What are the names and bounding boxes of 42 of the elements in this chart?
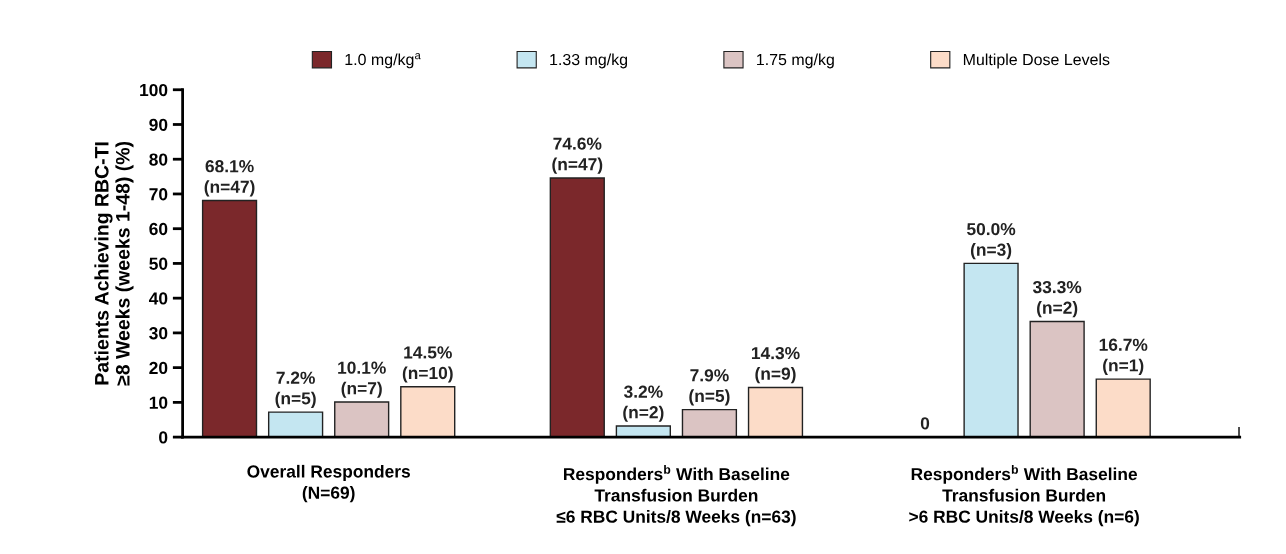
bar: [681, 408, 738, 438]
x-tick-label: Overall Responders (N=69): [247, 464, 410, 503]
data-label: 16.7% (n=1): [1099, 338, 1148, 375]
data-label: 14.5% (n=10): [402, 346, 453, 383]
data-label: 50.0% (n=3): [967, 222, 1016, 260]
bar: [1029, 320, 1085, 438]
y-tick-label: 50: [149, 257, 168, 270]
bar: [334, 401, 390, 438]
legend-label: 1.0 mg/kg$^{a}$: [345, 53, 421, 69]
y-tick-label: 40: [148, 292, 168, 305]
data-label: 33.3% (n=2): [1032, 280, 1082, 318]
data-label: 7.2% (n=5): [275, 371, 316, 408]
legend-label: 1.33 mg/kg: [550, 53, 628, 69]
y-tick-label: 30: [149, 327, 168, 340]
y-tick-label: 90: [149, 118, 168, 131]
y-tick-label: 70: [149, 188, 168, 201]
bar: [615, 425, 671, 438]
data-label: 0: [920, 417, 930, 430]
y-tick-label: 20: [149, 361, 168, 375]
bar: [963, 262, 1019, 438]
y-tick-label: 0: [159, 431, 168, 444]
data-label: 14.3% (n=9): [751, 346, 800, 384]
y-axis-title: Patients Achieving RBC-TI ≥8 Weeks (weeks 1-48) (%): [94, 141, 134, 386]
bar: [747, 386, 804, 438]
y-tick-label: 80: [149, 153, 168, 166]
x-tick-label: Responders$^{b}$ With Baseline Transfusion Burden >6 RBC Units/8 Weeks (n=6): [909, 464, 1139, 527]
x-tick-label: Responders$^{b}$ With Baseline Transfusion Burden ≤6 RBC Units/8 Weeks (n=63): [556, 464, 796, 527]
legend-label: Multiple Dose Levels: [963, 53, 1110, 69]
legend-label: 1.75 mg/kg: [757, 53, 834, 69]
bar: [549, 177, 605, 438]
bar: [1095, 378, 1151, 438]
data-label: 68.1% (n=47): [204, 160, 255, 197]
y-tick-label: 10: [149, 396, 168, 409]
data-label: 3.2% (n=2): [623, 385, 664, 422]
y-tick-label: 60: [149, 222, 168, 236]
bar: [201, 199, 258, 438]
bar: [400, 386, 456, 438]
bar: [267, 411, 324, 438]
data-label: 10.1% (n=7): [338, 361, 386, 398]
data-label: 7.9% (n=5): [689, 369, 730, 406]
data-label: 74.6% (n=47): [552, 137, 603, 174]
y-tick-label: 100: [140, 83, 168, 97]
